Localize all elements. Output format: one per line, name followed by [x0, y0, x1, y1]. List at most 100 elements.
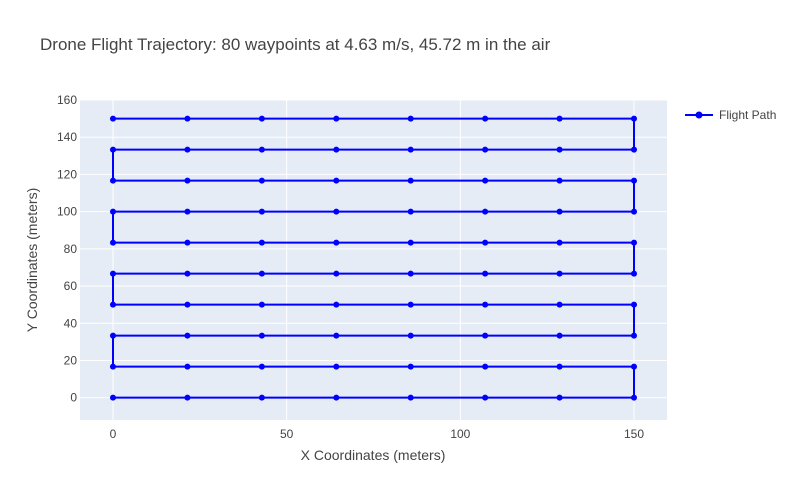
x-tick-label: 0: [110, 427, 117, 441]
data-point[interactable]: [631, 239, 638, 246]
data-point[interactable]: [482, 332, 489, 339]
x-tick-label: 100: [450, 427, 470, 441]
y-tick-label: 120: [57, 167, 77, 181]
data-point[interactable]: [184, 301, 191, 308]
data-point[interactable]: [556, 332, 563, 339]
data-point[interactable]: [631, 270, 638, 277]
y-tick-label: 0: [70, 391, 77, 405]
data-point[interactable]: [258, 301, 265, 308]
plot-area: [80, 100, 667, 420]
data-point[interactable]: [333, 332, 340, 339]
data-point[interactable]: [407, 394, 414, 401]
data-point[interactable]: [258, 146, 265, 153]
data-point[interactable]: [184, 332, 191, 339]
data-point[interactable]: [109, 270, 116, 277]
data-point[interactable]: [333, 301, 340, 308]
x-tick-label: 50: [280, 427, 294, 441]
data-point[interactable]: [184, 394, 191, 401]
data-point[interactable]: [556, 394, 563, 401]
series-line-flight-path: [112, 117, 635, 399]
data-point[interactable]: [482, 363, 489, 370]
data-point[interactable]: [109, 394, 116, 401]
data-point[interactable]: [258, 270, 265, 277]
data-point[interactable]: [109, 115, 116, 122]
data-point[interactable]: [407, 208, 414, 215]
data-point[interactable]: [258, 239, 265, 246]
data-point[interactable]: [482, 177, 489, 184]
data-point[interactable]: [109, 363, 116, 370]
data-point[interactable]: [333, 146, 340, 153]
data-point[interactable]: [556, 363, 563, 370]
data-point[interactable]: [482, 270, 489, 277]
data-point[interactable]: [333, 177, 340, 184]
data-point[interactable]: [184, 239, 191, 246]
data-point[interactable]: [258, 394, 265, 401]
data-point[interactable]: [631, 208, 638, 215]
data-point[interactable]: [333, 363, 340, 370]
data-point[interactable]: [109, 177, 116, 184]
y-tick-label: 140: [57, 130, 77, 144]
data-point[interactable]: [407, 115, 414, 122]
data-point[interactable]: [333, 115, 340, 122]
data-point[interactable]: [556, 301, 563, 308]
series-layer: [109, 115, 638, 401]
data-point[interactable]: [184, 270, 191, 277]
data-point[interactable]: [333, 394, 340, 401]
data-point[interactable]: [109, 239, 116, 246]
data-point[interactable]: [482, 115, 489, 122]
data-point[interactable]: [407, 332, 414, 339]
data-point[interactable]: [556, 270, 563, 277]
data-point[interactable]: [631, 115, 638, 122]
y-tick-label: 20: [64, 353, 78, 367]
data-point[interactable]: [407, 363, 414, 370]
data-point[interactable]: [407, 270, 414, 277]
y-tick-label: 80: [64, 242, 78, 256]
data-point[interactable]: [109, 332, 116, 339]
y-tick-label: 60: [64, 279, 78, 293]
data-point[interactable]: [631, 177, 638, 184]
data-point[interactable]: [482, 301, 489, 308]
y-axis-ticks: 0 20 40 60 80 100 120 140 160: [57, 93, 77, 405]
data-point[interactable]: [258, 177, 265, 184]
data-point[interactable]: [556, 115, 563, 122]
legend[interactable]: Flight Path: [685, 108, 776, 122]
data-point[interactable]: [407, 146, 414, 153]
data-point[interactable]: [631, 394, 638, 401]
data-point[interactable]: [631, 363, 638, 370]
data-point[interactable]: [258, 363, 265, 370]
data-point[interactable]: [184, 177, 191, 184]
data-point[interactable]: [109, 208, 116, 215]
data-point[interactable]: [482, 394, 489, 401]
data-point[interactable]: [333, 208, 340, 215]
data-point[interactable]: [556, 239, 563, 246]
data-point[interactable]: [556, 146, 563, 153]
data-point[interactable]: [258, 332, 265, 339]
data-point[interactable]: [482, 208, 489, 215]
data-point[interactable]: [109, 301, 116, 308]
legend-marker: [695, 111, 703, 119]
data-point[interactable]: [407, 239, 414, 246]
data-point[interactable]: [556, 177, 563, 184]
data-point[interactable]: [407, 301, 414, 308]
data-point[interactable]: [258, 208, 265, 215]
data-point[interactable]: [631, 301, 638, 308]
data-point[interactable]: [631, 332, 638, 339]
data-point[interactable]: [184, 363, 191, 370]
data-point[interactable]: [258, 115, 265, 122]
data-point[interactable]: [184, 115, 191, 122]
data-point[interactable]: [482, 146, 489, 153]
data-point[interactable]: [482, 239, 489, 246]
y-tick-label: 160: [57, 93, 77, 107]
data-point[interactable]: [109, 146, 116, 153]
x-tick-label: 150: [624, 427, 644, 441]
y-tick-label: 100: [57, 205, 77, 219]
data-point[interactable]: [184, 208, 191, 215]
data-point[interactable]: [407, 177, 414, 184]
data-point[interactable]: [556, 208, 563, 215]
data-point[interactable]: [184, 146, 191, 153]
x-axis-ticks: 0 50 100 150: [110, 427, 645, 441]
data-point[interactable]: [631, 146, 638, 153]
data-point[interactable]: [333, 239, 340, 246]
data-point[interactable]: [333, 270, 340, 277]
